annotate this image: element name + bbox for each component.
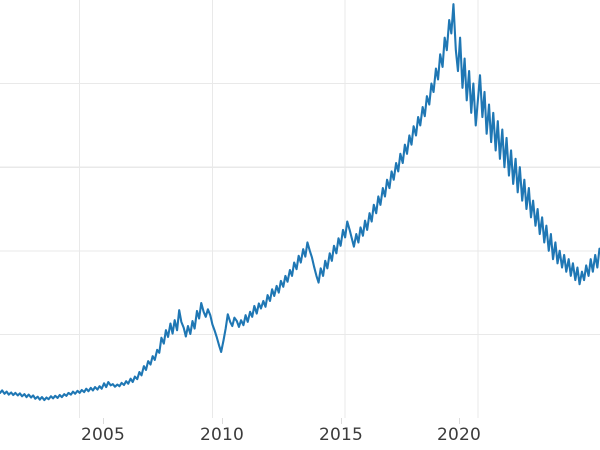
price-series-line (0, 3, 600, 402)
chart-canvas (0, 0, 600, 418)
x-tick-mark-0 (103, 418, 104, 424)
x-tick-label-2010: 2010 (199, 425, 245, 445)
x-tick-mark-3 (459, 418, 460, 424)
vertical-gridlines (79, 0, 479, 418)
x-tick-label-2005: 2005 (80, 425, 126, 445)
x-tick-label-2020: 2020 (436, 425, 482, 445)
horizontal-gridlines (0, 83, 600, 335)
x-tick-mark-2 (341, 418, 342, 424)
x-tick-mark-1 (222, 418, 223, 424)
plot-area (0, 0, 600, 418)
x-axis: 2005 2010 2015 2020 (0, 418, 600, 450)
x-tick-label-2015: 2015 (318, 425, 364, 445)
